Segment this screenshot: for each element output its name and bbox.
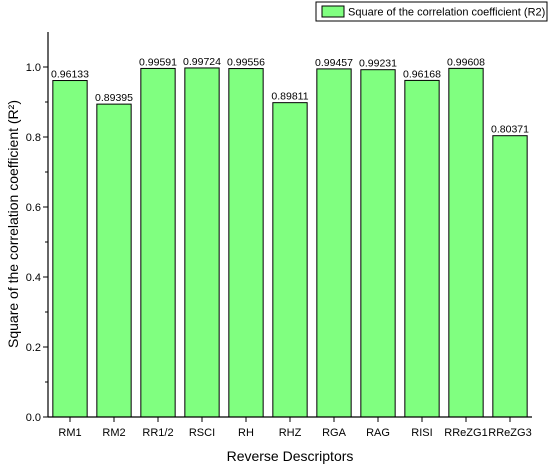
bar-rga <box>316 68 352 418</box>
y-tick-label: 0.6 <box>26 202 41 214</box>
data-label: 0.99724 <box>183 56 221 68</box>
legend-label: Square of the correlation coefficient (R… <box>348 7 545 19</box>
x-tick-label: RH <box>238 427 254 439</box>
bar-rrezg1 <box>448 67 484 418</box>
x-tick-label: RM1 <box>58 427 81 439</box>
legend-box <box>315 1 548 22</box>
x-tick-label: RReZG3 <box>488 427 531 439</box>
data-label: 0.89811 <box>271 91 308 103</box>
y-tick-label: 1.0 <box>26 62 41 74</box>
legend: Square of the correlation coefficient (R… <box>315 1 548 22</box>
x-tick-label: RR1/2 <box>142 427 173 439</box>
x-tick-label: RSCI <box>189 427 215 439</box>
data-label: 0.99608 <box>447 56 485 68</box>
bar-rsci <box>184 67 220 418</box>
legend-swatch <box>321 5 345 18</box>
bar-rh <box>228 68 264 418</box>
data-label: 0.89395 <box>95 92 133 104</box>
x-tick-label: RHZ <box>279 427 302 439</box>
y-tick-label: 0.0 <box>26 412 41 424</box>
bar-rm1 <box>52 80 88 418</box>
bar-rrezg3 <box>492 135 528 418</box>
x-axis-title: Reverse Descriptors <box>227 448 354 464</box>
bar-rr1-2 <box>140 67 176 418</box>
data-label: 0.96133 <box>51 69 89 81</box>
data-label: 0.99591 <box>139 56 177 68</box>
bar-rhz <box>272 102 308 418</box>
data-label: 0.99457 <box>315 57 353 69</box>
data-label: 0.96168 <box>403 68 441 80</box>
y-tick-label: 0.8 <box>26 132 41 144</box>
x-tick-label: RM2 <box>102 427 125 439</box>
data-label: 0.99231 <box>359 58 397 70</box>
data-label: 0.99556 <box>227 57 265 69</box>
y-tick-label: 0.4 <box>26 272 41 284</box>
x-tick-label: RISI <box>411 427 432 439</box>
x-tick-label: RAG <box>366 427 390 439</box>
bars-layer <box>52 67 528 418</box>
y-tick-label: 0.2 <box>26 342 41 354</box>
bar-rm2 <box>96 103 132 418</box>
x-tick-label: RReZG1 <box>444 427 487 439</box>
y-axis-title: Square of the correlation coefficient (R… <box>5 100 21 348</box>
axes-layer: 0.0 0.2 0.4 0.6 0.8 1.0 RM1 RM2 RR1/2 RSCI RH RHZ RG… <box>26 32 532 439</box>
data-labels-layer: 0.96133 0.89395 0.99591 0.99724 0.99556 0.898… <box>51 56 529 136</box>
bar-risi <box>404 79 440 418</box>
data-label: 0.80371 <box>491 124 529 136</box>
x-tick-label: RGA <box>322 427 347 439</box>
bar-rag <box>360 69 396 418</box>
